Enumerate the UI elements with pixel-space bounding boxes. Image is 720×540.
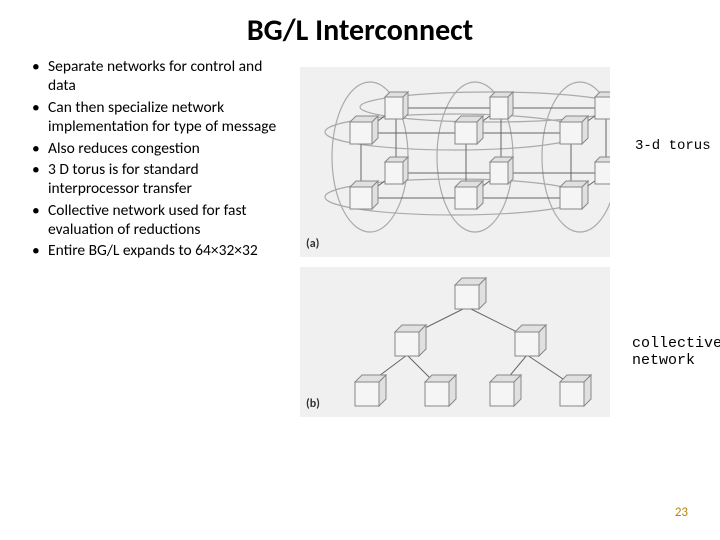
tree-svg bbox=[300, 267, 610, 417]
page-title: BG/L Interconnect bbox=[0, 0, 720, 57]
torus-node bbox=[350, 116, 378, 144]
torus-node bbox=[455, 181, 483, 209]
bullet-list: Separate networks for control and data C… bbox=[30, 57, 290, 263]
torus-node bbox=[385, 92, 408, 119]
torus-side-label: 3-d torus bbox=[635, 138, 711, 154]
content-row: Separate networks for control and data C… bbox=[0, 57, 720, 263]
torus-svg bbox=[300, 67, 610, 257]
torus-node bbox=[385, 157, 408, 184]
tree-node-root bbox=[455, 278, 486, 309]
page-number: 23 bbox=[675, 505, 688, 520]
bullet-item: Entire BG/L expands to 64×32×32 bbox=[30, 241, 290, 260]
torus-node bbox=[560, 181, 588, 209]
collective-side-label: collectivenetwork bbox=[632, 335, 720, 370]
bullet-item: Can then specialize network implementati… bbox=[30, 98, 290, 137]
bullet-item: 3 D torus is for standard interprocessor… bbox=[30, 160, 290, 199]
bullet-item: Collective network used for fast evaluat… bbox=[30, 201, 290, 240]
tree-node-leaf bbox=[355, 375, 386, 406]
bullet-item: Separate networks for control and data bbox=[30, 57, 290, 96]
figure-b-label: (b) bbox=[306, 397, 320, 411]
tree-node-leaf bbox=[560, 375, 591, 406]
bullet-item: Also reduces congestion bbox=[30, 139, 290, 158]
torus-node bbox=[595, 92, 610, 119]
torus-node bbox=[490, 92, 513, 119]
torus-node bbox=[560, 116, 588, 144]
figure-a-label: (a) bbox=[306, 237, 319, 251]
collective-label-line: collective bbox=[632, 335, 720, 352]
figure-tree: (b) bbox=[300, 267, 610, 417]
tree-node-leaf bbox=[490, 375, 521, 406]
tree-node-mid bbox=[515, 325, 546, 356]
torus-node bbox=[350, 181, 378, 209]
torus-node bbox=[455, 116, 483, 144]
figure-torus: (a) bbox=[300, 67, 610, 257]
torus-node bbox=[595, 157, 610, 184]
collective-label-line: network bbox=[632, 352, 695, 369]
torus-node bbox=[490, 157, 513, 184]
figure-column: (a) (b) bbox=[290, 57, 700, 263]
tree-node-mid bbox=[395, 325, 426, 356]
tree-node-leaf bbox=[425, 375, 456, 406]
